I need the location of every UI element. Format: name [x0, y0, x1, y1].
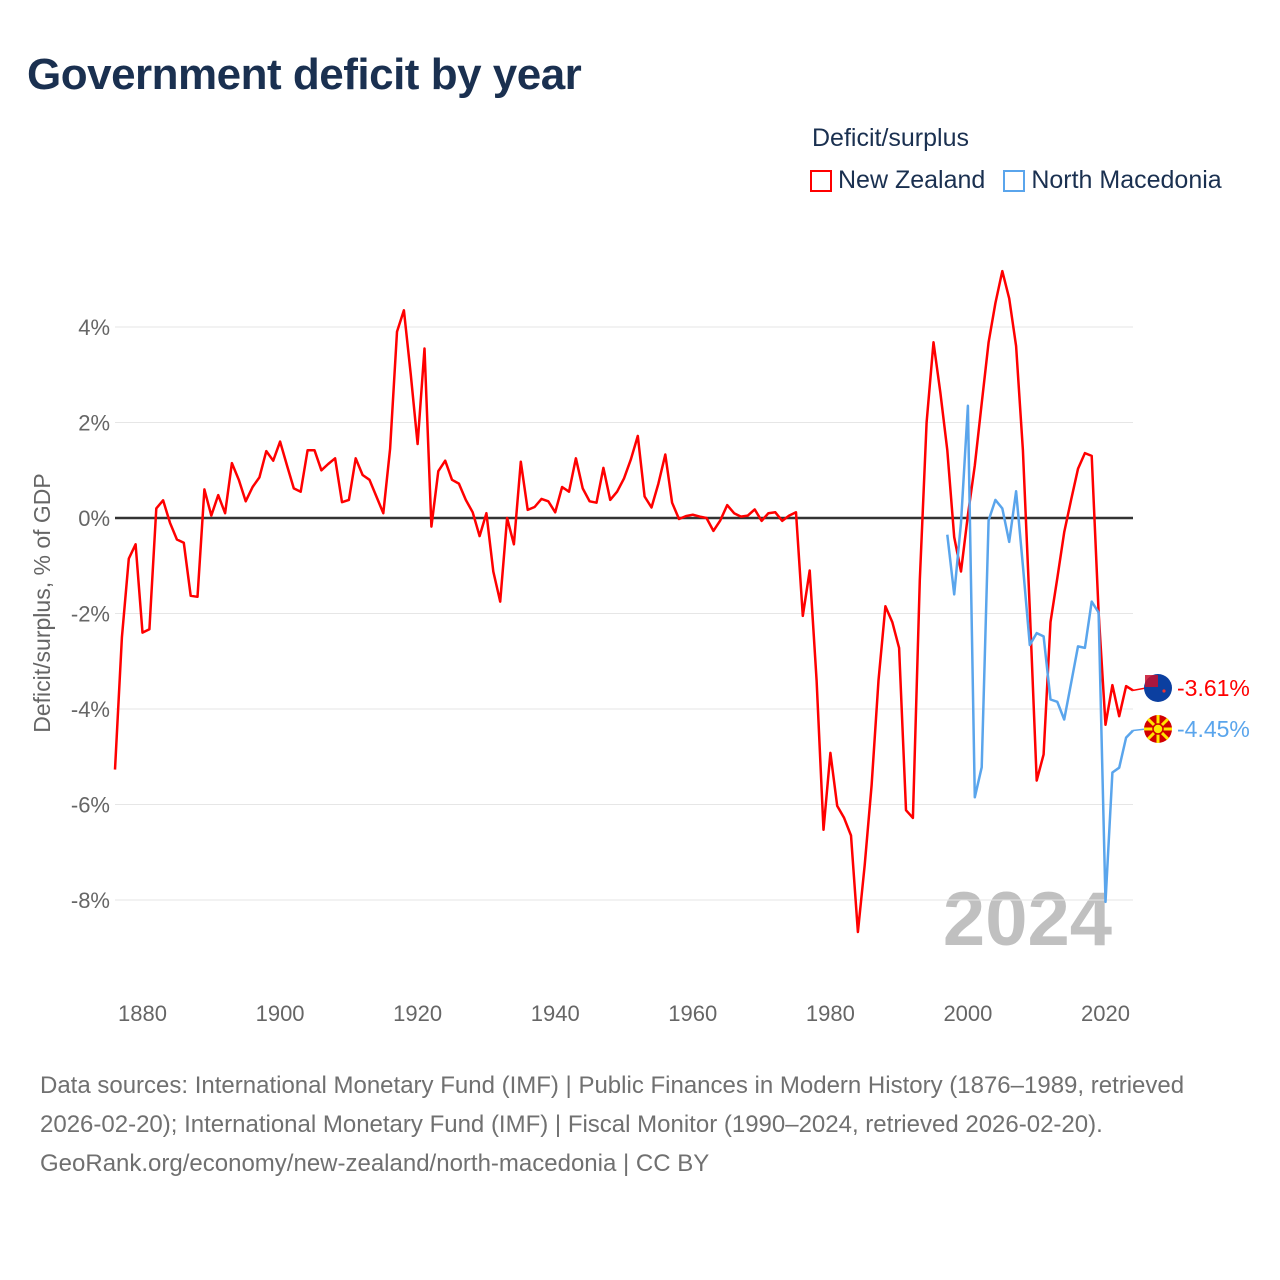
series-line-north-macedonia: [946, 404, 1134, 904]
end-connector: [1132, 687, 1147, 692]
end-value-label: -4.45%: [1177, 716, 1250, 742]
y-tick-label: 2%: [78, 411, 110, 436]
data-sources: Data sources: International Monetary Fun…: [40, 1072, 1185, 1138]
union-jack-icon: [1145, 675, 1158, 687]
y-tick-label: -8%: [71, 888, 110, 913]
end-value-label: -3.61%: [1177, 675, 1250, 701]
x-tick-label: 1900: [256, 1001, 305, 1026]
legend-label: New Zealand: [838, 166, 986, 194]
x-tick-label: 1920: [393, 1001, 442, 1026]
x-tick-label: 1980: [806, 1001, 855, 1026]
sun-icon: [1152, 723, 1164, 735]
y-axis-label: Deficit/surplus, % of GDP: [29, 473, 55, 732]
chart-plot: 2024 4% 2% 0% -2% -4% -6% -8% 1880 1900 1920 1940 19…: [29, 269, 1250, 1026]
credit-link[interactable]: GeoRank.org/economy/new-zealand/north-ma…: [40, 1150, 710, 1177]
legend-title: Deficit/surplus: [812, 124, 969, 152]
x-tick-label: 1940: [531, 1001, 580, 1026]
legend-swatch-new-zealand: [810, 169, 832, 192]
year-watermark: 2024: [943, 877, 1112, 962]
legend-label: North Macedonia: [1031, 166, 1222, 194]
x-tick-label: 1880: [118, 1001, 167, 1026]
legend: New Zealand North Macedonia: [810, 166, 1222, 195]
legend-item-north-macedonia[interactable]: North Macedonia: [1003, 166, 1222, 195]
x-tick-label: 1960: [668, 1001, 717, 1026]
legend-swatch-north-macedonia: [1003, 169, 1026, 192]
y-tick-label: -2%: [71, 602, 110, 627]
x-tick-label: 2020: [1081, 1001, 1130, 1026]
legend-item-new-zealand[interactable]: New Zealand: [810, 166, 985, 195]
y-tick-label: 0%: [78, 506, 110, 531]
series-line-new-zealand: [113, 269, 1134, 934]
footer: Data sources: International Monetary Fun…: [40, 1066, 1240, 1183]
y-tick-label: -6%: [71, 793, 110, 818]
chart-title: Government deficit by year: [27, 50, 582, 99]
end-connector: [1132, 728, 1147, 732]
x-tick-label: 2000: [943, 1001, 992, 1026]
y-tick-label: -4%: [71, 697, 110, 722]
y-tick-label: 4%: [78, 315, 110, 340]
star-icon: [1162, 689, 1166, 693]
